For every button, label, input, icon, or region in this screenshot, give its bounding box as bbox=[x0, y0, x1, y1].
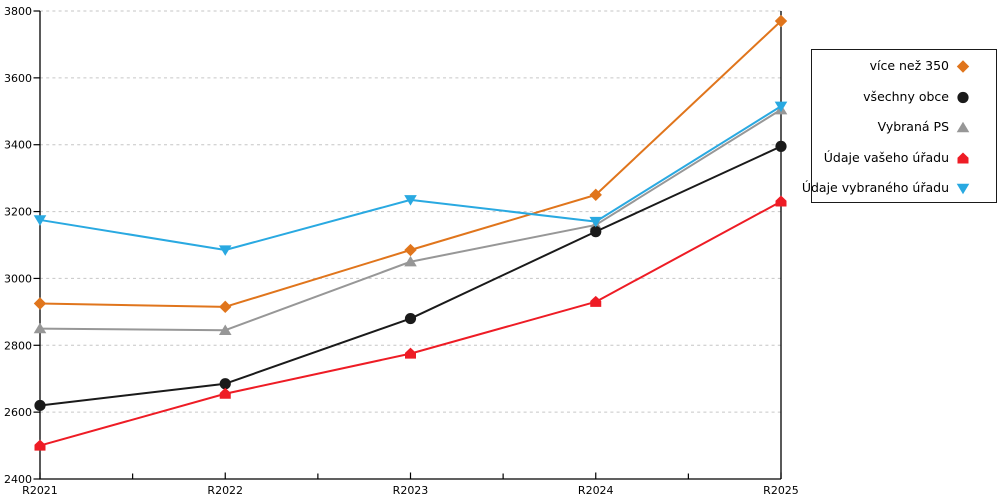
x-tick-label: R2024 bbox=[578, 484, 614, 497]
marker bbox=[219, 378, 231, 390]
legend-item-label: Údaje vašeho úřadu bbox=[823, 149, 949, 165]
marker bbox=[404, 255, 417, 267]
legend-item-label: Vybraná PS bbox=[877, 119, 949, 135]
triangle-up-icon bbox=[956, 121, 970, 133]
x-tick-label: R2021 bbox=[22, 484, 58, 497]
marker bbox=[956, 121, 970, 133]
triangle-down-icon bbox=[956, 183, 970, 195]
y-tick-label: 3000 bbox=[4, 272, 32, 285]
y-tick-label: 2600 bbox=[4, 406, 32, 419]
y-tick-label: 3800 bbox=[4, 5, 32, 18]
marker bbox=[589, 188, 602, 202]
marker bbox=[590, 295, 602, 307]
marker bbox=[590, 226, 602, 238]
marker bbox=[219, 387, 231, 399]
y-tick-label: 3400 bbox=[4, 139, 32, 152]
marker bbox=[34, 439, 46, 451]
marker bbox=[404, 312, 417, 325]
marker bbox=[404, 195, 417, 206]
marker bbox=[33, 215, 47, 226]
pentagon-up-icon bbox=[957, 152, 969, 163]
marker bbox=[405, 347, 416, 359]
y-tick-label: 2400 bbox=[4, 473, 32, 486]
marker bbox=[956, 60, 970, 73]
legend-item: Údaje vašeho úřadu bbox=[812, 151, 996, 166]
legend-item: všechny obce bbox=[812, 90, 996, 105]
marker bbox=[33, 297, 47, 310]
marker bbox=[33, 322, 47, 334]
legend-item-label: Údaje vybraného úřadu bbox=[801, 180, 949, 196]
marker bbox=[957, 91, 969, 103]
series-0 bbox=[33, 14, 788, 314]
y-tick-label: 2800 bbox=[4, 339, 32, 352]
circle-icon bbox=[957, 91, 969, 103]
legend-item-label: všechny obce bbox=[863, 88, 949, 104]
marker bbox=[218, 245, 232, 256]
marker bbox=[775, 195, 787, 207]
legend-item: Vybraná PS bbox=[812, 120, 996, 135]
y-tick-label: 3200 bbox=[4, 206, 32, 219]
diamond-icon bbox=[956, 60, 970, 73]
series-line bbox=[39, 108, 782, 332]
marker bbox=[219, 300, 232, 314]
series-1 bbox=[34, 140, 787, 412]
series-4 bbox=[33, 101, 788, 256]
marker bbox=[956, 183, 970, 195]
x-tick-label: R2025 bbox=[763, 484, 799, 497]
marker bbox=[589, 216, 603, 228]
series-2 bbox=[33, 103, 788, 335]
marker bbox=[404, 243, 417, 257]
legend: více než 350 všechny obce Vybraná PS Údaje … bbox=[802, 49, 997, 203]
series-line bbox=[39, 145, 782, 407]
marker bbox=[957, 152, 969, 163]
legend-item: Údaje vybraného úřadu bbox=[802, 181, 996, 196]
marker bbox=[774, 14, 788, 28]
series-3 bbox=[34, 195, 787, 451]
marker bbox=[34, 399, 46, 412]
x-tick-label: R2023 bbox=[393, 484, 429, 497]
marker bbox=[218, 324, 232, 335]
y-tick-label: 3600 bbox=[4, 72, 32, 85]
marker bbox=[775, 140, 787, 152]
legend-item: více než 350 bbox=[812, 59, 996, 74]
x-tick-label: R2022 bbox=[207, 484, 243, 497]
marker bbox=[774, 101, 788, 113]
legend-item-label: více než 350 bbox=[869, 58, 949, 74]
